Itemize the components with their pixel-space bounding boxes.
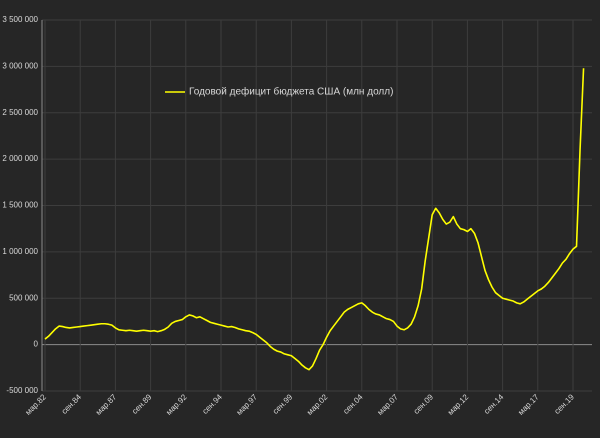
y-tick-label: 1 000 000 (2, 247, 38, 256)
y-tick-label: 2 500 000 (2, 108, 38, 117)
y-tick-label: -500 000 (6, 386, 38, 395)
y-tick-label: 2 000 000 (2, 154, 38, 163)
y-tick-label: 1 500 000 (2, 201, 38, 210)
data-line (44, 68, 585, 371)
y-tick-label: 500 000 (9, 293, 38, 302)
legend-text: Годовой дефицит бюджета США (млн долл) (189, 86, 393, 98)
y-tick-label: 0 (34, 340, 39, 349)
y-tick-label: 3 000 000 (2, 61, 38, 70)
y-tick-label: 3 500 000 (2, 15, 38, 24)
